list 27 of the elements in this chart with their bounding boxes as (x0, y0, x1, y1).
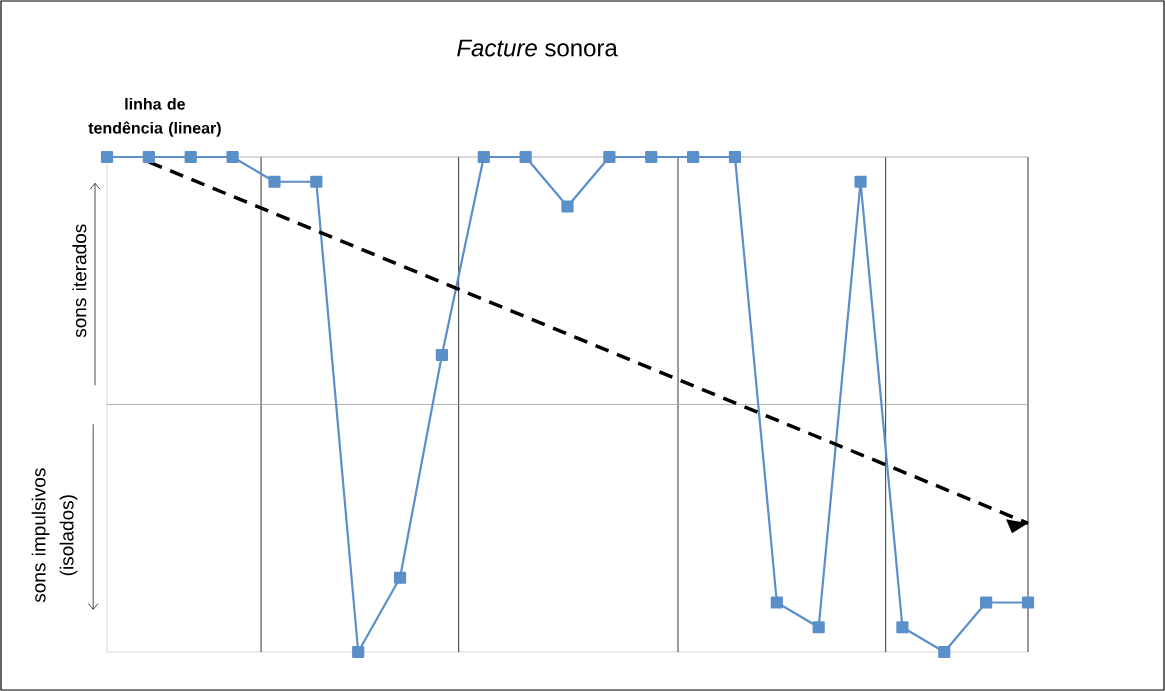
point (980, 596, 993, 609)
point (477, 150, 490, 164)
point (100, 150, 114, 164)
point (268, 175, 281, 188)
point (184, 150, 197, 164)
point (687, 150, 700, 164)
point (142, 150, 155, 164)
point (310, 175, 323, 188)
chart-title: Facture sonora (457, 39, 618, 57)
text: linha de tendência (linear) (88, 97, 221, 137)
point (645, 150, 658, 164)
point (938, 645, 951, 659)
point (812, 621, 825, 634)
text: sons iterados (72, 224, 87, 338)
point (1021, 596, 1035, 609)
point (770, 596, 783, 609)
point (728, 150, 742, 164)
point (561, 200, 574, 213)
point (435, 348, 449, 362)
point (226, 150, 239, 164)
point (519, 150, 532, 164)
point (352, 645, 365, 659)
point (393, 571, 407, 584)
text: sons impulsivos (isolados) (31, 468, 78, 603)
point (896, 621, 909, 634)
point (603, 150, 616, 164)
point (854, 175, 867, 188)
